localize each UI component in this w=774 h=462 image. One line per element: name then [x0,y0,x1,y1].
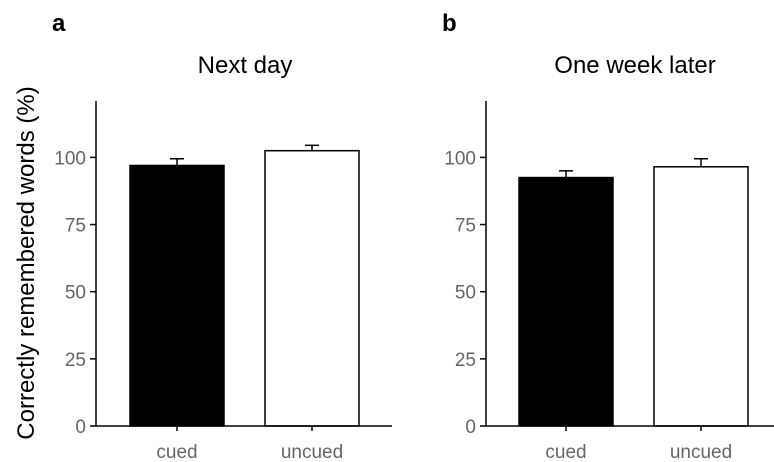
y-axis-label: Correctly remembered words (%) [13,86,40,439]
panel-title: Next day [198,52,293,79]
bar-uncued [653,166,749,427]
y-tick-label: 100 [54,148,86,169]
panel-letter: a [52,10,66,37]
y-tick-label: 25 [455,350,476,371]
y-tick-label: 75 [65,216,86,237]
bar-cued [518,176,614,427]
y-tick-label: 50 [455,283,476,304]
panel-b: b One week later cued uncued 0 25 50 75 100 [442,10,774,462]
category-label-cued: cued [545,442,586,462]
panel-title: One week later [554,52,715,79]
bar-uncued [264,149,360,427]
panel-a: a Next day cued uncued 0 25 50 75 100 [52,10,392,462]
bar-cued [129,164,225,427]
category-label-cued: cued [156,442,197,462]
y-tick-label: 50 [65,283,86,304]
panels: a Next day cued uncued 0 25 50 75 100 b One week l… [52,10,774,462]
y-tick-label: 0 [75,417,86,438]
panel-letter: b [442,10,457,37]
y-tick-label: 0 [465,417,476,438]
y-tick-label: 75 [455,216,476,237]
y-tick-label: 25 [65,350,86,371]
y-tick-label: 100 [444,148,476,169]
category-label-uncued: uncued [281,442,343,462]
category-label-uncued: uncued [670,442,732,462]
